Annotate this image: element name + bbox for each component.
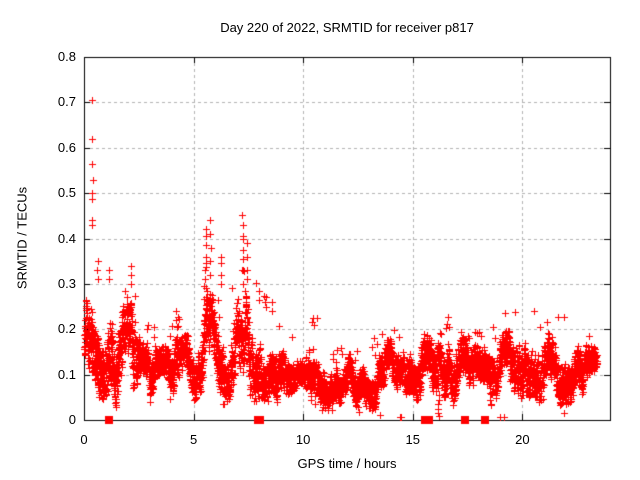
x-tick-label: 0 bbox=[80, 432, 88, 447]
y-tick-label: 0 bbox=[68, 412, 76, 427]
x-axis-label: GPS time / hours bbox=[297, 456, 397, 471]
x-tick-label: 20 bbox=[515, 432, 530, 447]
y-tick-label: 0.7 bbox=[57, 94, 76, 110]
y-tick-label: 0.8 bbox=[57, 49, 76, 64]
y-tick-label: 0.2 bbox=[57, 321, 76, 337]
y-tick-label: 0.6 bbox=[57, 139, 76, 155]
y-tick-label: 0.3 bbox=[57, 275, 76, 291]
y-tick-label: 0.1 bbox=[57, 366, 76, 382]
y-tick-label: 0.4 bbox=[57, 230, 76, 246]
x-tick-label: 5 bbox=[189, 432, 198, 447]
x-tick-label: 15 bbox=[405, 432, 420, 447]
y-tick-label: 0.5 bbox=[57, 185, 76, 201]
chart-title: Day 220 of 2022, SRMTID for receiver p81… bbox=[220, 20, 474, 35]
x-tick-label: 10 bbox=[295, 432, 311, 447]
